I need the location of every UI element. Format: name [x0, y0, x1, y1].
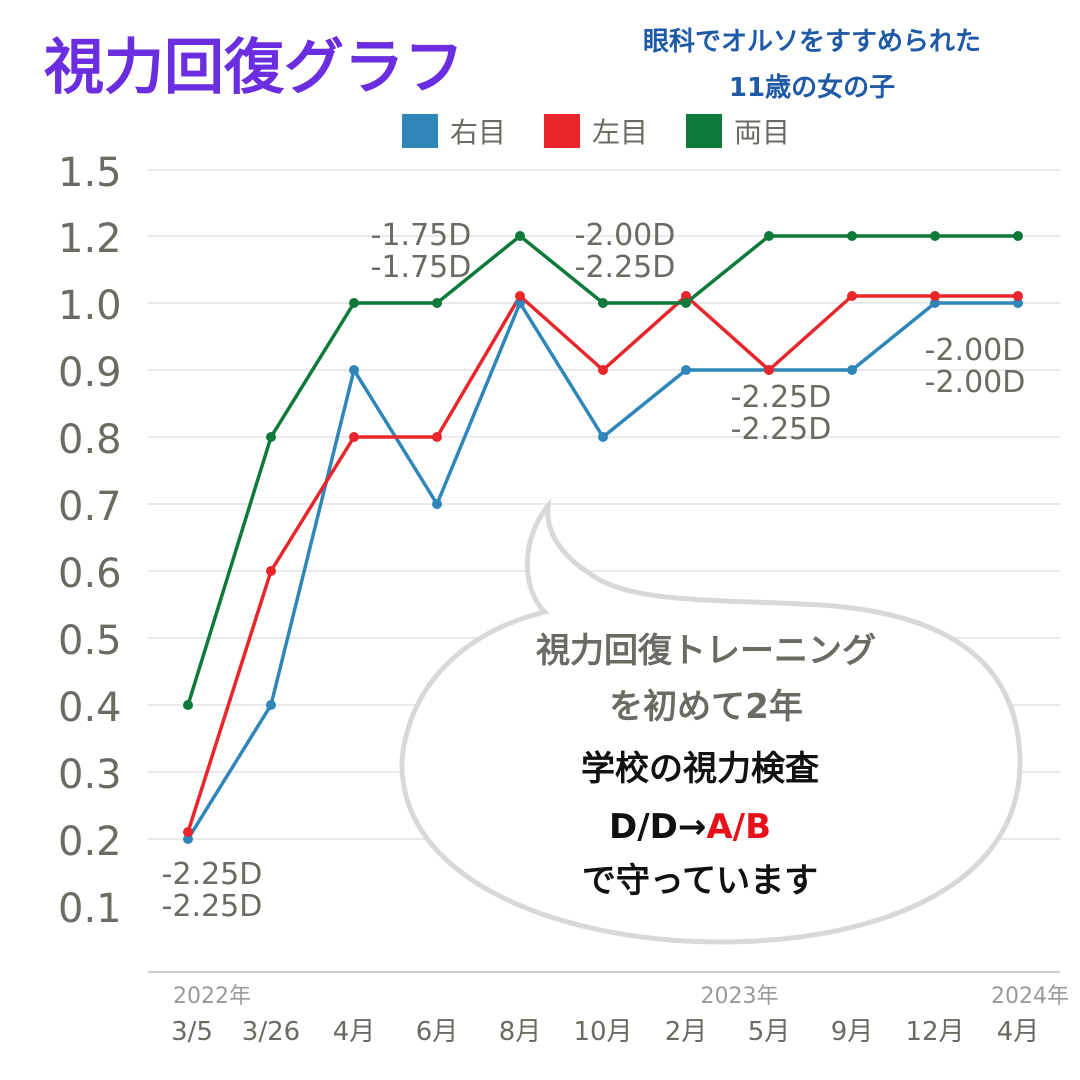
- x-tick-label: 4月: [333, 1017, 376, 1047]
- data-point-left-eye: [515, 291, 525, 301]
- legend-swatch-left-eye: [544, 114, 580, 148]
- note-line-4: D/D→A/B: [609, 807, 771, 847]
- data-point-both-eyes: [681, 298, 691, 308]
- x-year-label: 2023年: [701, 984, 779, 1009]
- y-tick-label: 0.1: [58, 886, 122, 932]
- series-points: [183, 231, 1023, 844]
- chart-subtitle-line-1: 眼科でオルソをすすめられた: [643, 27, 981, 57]
- y-tick-label: 0.9: [58, 350, 122, 396]
- y-tick-label: 1.5: [58, 150, 122, 196]
- speech-bubble: [399, 498, 1023, 945]
- annotation-label: -2.25D: [731, 412, 832, 447]
- x-tick-label: 6月: [416, 1017, 459, 1047]
- x-tick-label: 3/26: [242, 1017, 300, 1047]
- data-point-left-eye: [349, 432, 359, 442]
- data-point-both-eyes: [764, 231, 774, 241]
- data-point-both-eyes: [183, 700, 193, 710]
- data-point-right-eye: [349, 365, 359, 375]
- legend-label-right-eye: 右目: [450, 116, 506, 149]
- x-tick-label: 3/5: [171, 1017, 213, 1047]
- data-point-left-eye: [681, 291, 691, 301]
- x-year-label: 2022年: [173, 984, 251, 1009]
- x-axis-years: 2022年 2023年 2024年: [173, 984, 1069, 1009]
- chart-subtitle-line-2: 11歳の女の子: [729, 72, 895, 103]
- data-point-right-eye: [598, 432, 608, 442]
- x-tick-label: 8月: [499, 1017, 542, 1047]
- data-point-left-eye: [764, 365, 774, 375]
- x-year-label: 2024年: [991, 984, 1069, 1009]
- data-point-left-eye: [1013, 291, 1023, 301]
- annotation-label: -2.25D: [731, 380, 832, 415]
- annotation-label: -2.00D: [575, 218, 676, 253]
- legend-label-left-eye: 左目: [592, 116, 648, 149]
- x-tick-label: 4月: [997, 1017, 1040, 1047]
- chart-title: 視力回復グラフ: [44, 33, 464, 103]
- legend-swatch-both-eyes: [686, 114, 722, 148]
- data-point-left-eye: [847, 291, 857, 301]
- y-tick-label: 0.7: [58, 484, 122, 530]
- data-point-left-eye: [266, 566, 276, 576]
- data-point-right-eye: [515, 298, 525, 308]
- data-point-both-eyes: [847, 231, 857, 241]
- annotation-label: -1.75D: [371, 218, 472, 253]
- y-tick-label: 0.2: [58, 819, 122, 865]
- annotation-label: -2.00D: [925, 365, 1026, 400]
- note-line-3: 学校の視力検査: [581, 749, 819, 789]
- data-point-both-eyes: [266, 432, 276, 442]
- bubble-note: 視力回復トレーニング を初めて2年 学校の視力検査 D/D→A/B で守っていま…: [536, 631, 876, 901]
- x-tick-label: 12月: [905, 1017, 964, 1047]
- annotation-label: -2.00D: [925, 333, 1026, 368]
- data-point-left-eye: [598, 365, 608, 375]
- annotation-label: -2.25D: [162, 889, 263, 924]
- data-point-both-eyes: [1013, 231, 1023, 241]
- x-tick-label: 9月: [831, 1017, 874, 1047]
- x-tick-label: 2月: [665, 1017, 708, 1047]
- data-point-right-eye: [266, 700, 276, 710]
- y-tick-label: 1.0: [58, 283, 122, 329]
- note-line-2: を初めて2年: [609, 687, 803, 727]
- data-point-both-eyes: [349, 298, 359, 308]
- data-point-both-eyes: [432, 298, 442, 308]
- y-axis-ticks: 1.5 1.2 1.0 0.9 0.8 0.7 0.6 0.5 0.4 0.3 0.2 0.1: [58, 150, 122, 932]
- data-point-right-eye: [183, 834, 193, 844]
- y-tick-label: 1.2: [58, 216, 122, 262]
- data-point-right-eye: [847, 365, 857, 375]
- data-point-left-eye: [432, 432, 442, 442]
- annotation-label: -1.75D: [371, 250, 472, 285]
- data-point-both-eyes: [930, 231, 940, 241]
- data-point-right-eye: [1013, 298, 1023, 308]
- note-line-4-highlight: A/B: [706, 807, 771, 847]
- data-point-right-eye: [681, 365, 691, 375]
- legend: 右目 左目 両目: [402, 114, 790, 149]
- data-point-left-eye: [183, 827, 193, 837]
- y-tick-label: 0.8: [58, 417, 122, 463]
- data-point-both-eyes: [598, 298, 608, 308]
- data-point-right-eye: [432, 499, 442, 509]
- legend-label-both-eyes: 両目: [734, 116, 790, 149]
- data-point-both-eyes: [515, 231, 525, 241]
- diopter-annotations: -2.25D-2.25D-1.75D-1.75D-2.00D-2.25D-2.2…: [162, 218, 1026, 924]
- x-axis-ticks: 3/5 3/26 4月 6月 8月 10月 2月 5月 9月 12月 4月: [171, 1017, 1039, 1047]
- x-tick-label: 5月: [748, 1017, 791, 1047]
- annotation-label: -2.25D: [575, 250, 676, 285]
- note-line-4-prefix: D/D→: [609, 807, 706, 847]
- note-line-1: 視力回復トレーニング: [536, 631, 876, 671]
- legend-swatch-right-eye: [402, 114, 438, 148]
- data-point-left-eye: [930, 291, 940, 301]
- annotation-label: -2.25D: [162, 857, 263, 892]
- y-tick-label: 0.3: [58, 752, 122, 798]
- y-tick-label: 0.4: [58, 685, 122, 731]
- note-line-5: で守っています: [582, 861, 818, 901]
- data-point-right-eye: [930, 298, 940, 308]
- y-tick-label: 0.6: [58, 551, 122, 597]
- x-tick-label: 10月: [573, 1017, 632, 1047]
- y-tick-label: 0.5: [58, 618, 122, 664]
